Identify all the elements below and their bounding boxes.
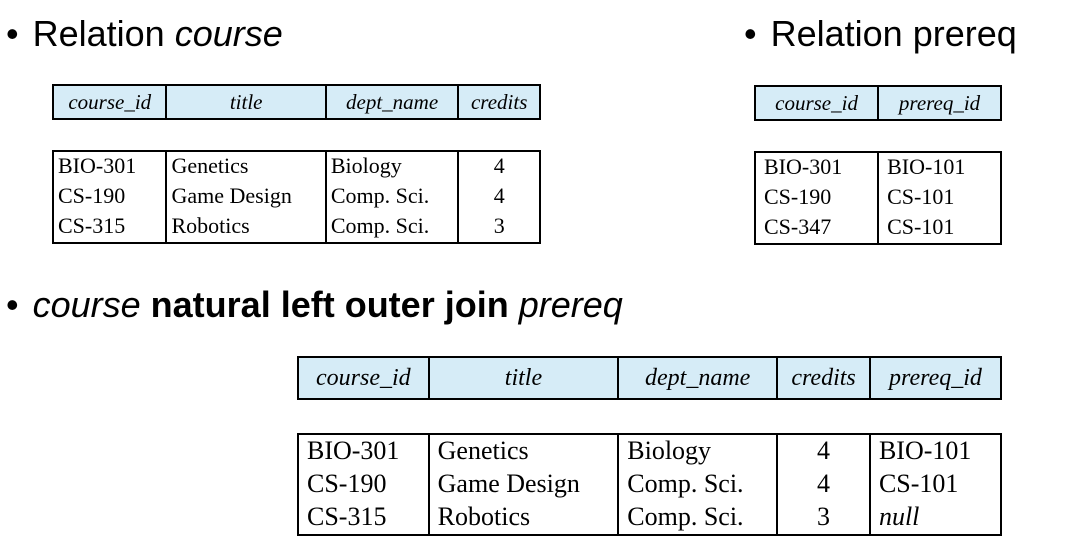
- col-header-course-id: course_id: [52, 84, 166, 120]
- cell-credits: 4: [776, 433, 869, 468]
- cell-course-id: CS-315: [297, 501, 428, 536]
- cell-prereq-id-null: null: [868, 501, 1002, 536]
- table-row: CS-190 Game Design Comp. Sci. 4: [52, 182, 541, 212]
- cell-title: Game Design: [427, 468, 618, 501]
- table-row: CS-315 Robotics Comp. Sci. 3 null: [297, 501, 1002, 536]
- cell-dept-name: Biology: [324, 150, 458, 182]
- join-operator: natural left outer join: [140, 284, 519, 325]
- cell-title: Genetics: [165, 150, 325, 182]
- cell-course-id: BIO-301: [52, 150, 166, 182]
- header-row: course_id title dept_name credits: [52, 84, 541, 120]
- course-table: course_id title dept_name credits BIO-30…: [52, 84, 541, 244]
- col-header-credits: credits: [776, 356, 869, 400]
- cell-credits: 4: [457, 150, 541, 182]
- table-row: CS-190 CS-101: [754, 183, 1002, 213]
- bullet: •: [744, 13, 757, 54]
- cell-title: Genetics: [427, 433, 618, 468]
- cell-prereq-id: CS-101: [877, 183, 1002, 213]
- cell-prereq-id: CS-101: [868, 468, 1002, 501]
- col-header-dept-name: dept_name: [617, 356, 777, 400]
- heading-relation-prereq: • Relation prereq: [744, 14, 1017, 54]
- cell-dept-name: Comp. Sci.: [324, 212, 458, 244]
- col-header-title: title: [427, 356, 618, 400]
- col-header-prereq-id: prereq_id: [868, 356, 1002, 400]
- cell-credits: 3: [457, 212, 541, 244]
- header-row: course_id title dept_name credits prereq…: [297, 356, 1002, 400]
- table-row: CS-347 CS-101: [754, 213, 1002, 245]
- cell-course-id: CS-190: [297, 468, 428, 501]
- col-header-course-id: course_id: [754, 85, 878, 121]
- cell-course-id: CS-190: [754, 183, 877, 213]
- bullet: •: [6, 13, 19, 54]
- cell-title: Robotics: [427, 501, 618, 536]
- col-header-prereq-id: prereq_id: [877, 85, 1002, 121]
- prereq-table: course_id prereq_id BIO-301 BIO-101 CS-1…: [754, 85, 1002, 245]
- table-row: CS-315 Robotics Comp. Sci. 3: [52, 212, 541, 244]
- bullet: •: [6, 284, 19, 325]
- col-header-dept-name: dept_name: [324, 84, 458, 120]
- cell-course-id: BIO-301: [297, 433, 428, 468]
- cell-course-id: CS-347: [754, 213, 878, 245]
- cell-dept-name: Biology: [617, 433, 777, 468]
- table-row: BIO-301 BIO-101: [754, 151, 1002, 183]
- table-row: CS-190 Game Design Comp. Sci. 4 CS-101: [297, 468, 1002, 501]
- heading-join: • course natural left outer join prereq: [6, 285, 623, 325]
- cell-course-id: CS-315: [52, 212, 166, 244]
- heading-prefix: Relation: [32, 13, 175, 54]
- heading-relation-course: • Relation course: [6, 14, 283, 54]
- cell-course-id: CS-190: [52, 182, 165, 212]
- heading-text: Relation prereq: [770, 13, 1017, 54]
- cell-prereq-id: BIO-101: [877, 151, 1002, 183]
- cell-course-id: BIO-301: [754, 151, 878, 183]
- col-header-course-id: course_id: [297, 356, 428, 400]
- cell-dept-name: Comp. Sci.: [617, 501, 777, 536]
- join-right-relation: prereq: [518, 284, 623, 325]
- relation-name-course: course: [174, 13, 283, 54]
- cell-dept-name: Comp. Sci.: [617, 468, 776, 501]
- join-left-relation: course: [32, 284, 141, 325]
- cell-dept-name: Comp. Sci.: [324, 182, 458, 212]
- cell-prereq-id: BIO-101: [868, 433, 1002, 468]
- cell-title: Robotics: [165, 212, 325, 244]
- cell-credits: 4: [457, 182, 541, 212]
- table-row: BIO-301 Genetics Biology 4: [52, 150, 541, 182]
- cell-credits: 3: [776, 501, 869, 536]
- cell-prereq-id: CS-101: [877, 213, 1002, 245]
- col-header-title: title: [165, 84, 325, 120]
- col-header-credits: credits: [457, 84, 541, 120]
- header-row: course_id prereq_id: [754, 85, 1002, 121]
- cell-credits: 4: [776, 468, 869, 501]
- table-row: BIO-301 Genetics Biology 4 BIO-101: [297, 433, 1002, 468]
- cell-title: Game Design: [165, 182, 324, 212]
- join-result-table: course_id title dept_name credits prereq…: [297, 356, 1002, 536]
